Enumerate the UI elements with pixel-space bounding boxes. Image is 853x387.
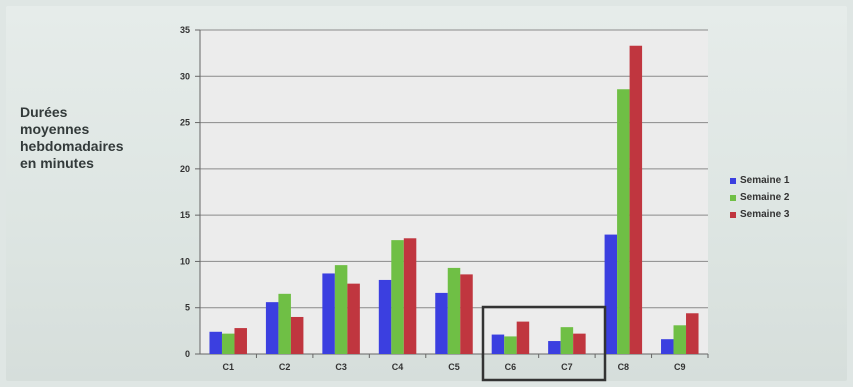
x-tick-label: C4 xyxy=(392,362,404,372)
bar-c7-series-2 xyxy=(560,327,574,354)
bar-c5-series-1 xyxy=(435,292,448,354)
legend: Semaine 1 Semaine 2 Semaine 3 xyxy=(730,172,789,223)
legend-item: Semaine 1 xyxy=(730,172,789,189)
bar-c5-series-3 xyxy=(460,274,473,354)
legend-label: Semaine 1 xyxy=(740,175,790,186)
x-tick-label: C8 xyxy=(618,362,630,372)
bars xyxy=(209,45,699,354)
y-tick-label: 35 xyxy=(180,25,190,35)
y-tick-label: 10 xyxy=(180,256,190,266)
y-axis-label: Durées moyennes hebdomadaires en minutes xyxy=(20,104,124,171)
legend-item: Semaine 3 xyxy=(730,206,789,223)
bar-c4-series-1 xyxy=(378,279,392,354)
legend-swatch xyxy=(730,177,736,184)
highlight-box xyxy=(481,305,607,382)
bar-c4-series-2 xyxy=(391,240,404,354)
bar-c1-series-3 xyxy=(234,328,247,354)
x-tick-label: C5 xyxy=(448,362,460,372)
bar-c9-series-3 xyxy=(686,313,699,354)
y-tick-label: 5 xyxy=(185,303,190,313)
x-tick-label: C2 xyxy=(279,362,291,372)
bar-c8-series-3 xyxy=(629,45,643,354)
bar-c7-series-3 xyxy=(573,333,586,354)
bar-c2-series-1 xyxy=(265,302,279,354)
bar-c1-series-1 xyxy=(209,331,222,354)
y-tick-label: 15 xyxy=(180,210,190,220)
bar-c8-series-1 xyxy=(604,234,618,354)
y-tick-label: 25 xyxy=(180,118,190,128)
bar-c3-series-2 xyxy=(334,265,348,354)
legend-swatch xyxy=(730,211,736,218)
x-axis-ticks: C1 C2 C3 C4 C5 C6 C7 C8 C9 xyxy=(222,354,709,372)
y-tick-label: 20 xyxy=(180,164,190,174)
legend-label: Semaine 2 xyxy=(740,192,790,203)
bar-c1-series-2 xyxy=(221,333,235,354)
bar-c9-series-1 xyxy=(661,339,674,354)
x-tick-label: C9 xyxy=(674,362,686,372)
legend-swatch xyxy=(730,194,736,201)
x-tick-label: C1 xyxy=(222,362,234,372)
bar-c8-series-2 xyxy=(617,89,630,354)
x-tick-label: C3 xyxy=(335,362,347,372)
bar-c4-series-3 xyxy=(403,238,417,354)
bar-c3-series-3 xyxy=(347,283,360,354)
bar-c3-series-1 xyxy=(322,273,335,354)
bar-c9-series-2 xyxy=(673,325,687,354)
x-tick-label: C6 xyxy=(505,362,517,372)
bar-c2-series-3 xyxy=(290,316,304,354)
bar-c2-series-2 xyxy=(278,293,291,354)
bar-c5-series-2 xyxy=(447,267,461,354)
y-tick-label: 30 xyxy=(180,71,190,81)
bar-c7-series-1 xyxy=(548,341,561,354)
x-tick-label: C7 xyxy=(561,362,573,372)
legend-item: Semaine 2 xyxy=(730,189,789,206)
bar-c6-series-2 xyxy=(504,336,517,354)
bar-c6-series-1 xyxy=(491,334,505,354)
y-tick-label: 0 xyxy=(185,349,190,359)
legend-label: Semaine 3 xyxy=(740,209,790,220)
bar-c6-series-3 xyxy=(516,321,530,354)
